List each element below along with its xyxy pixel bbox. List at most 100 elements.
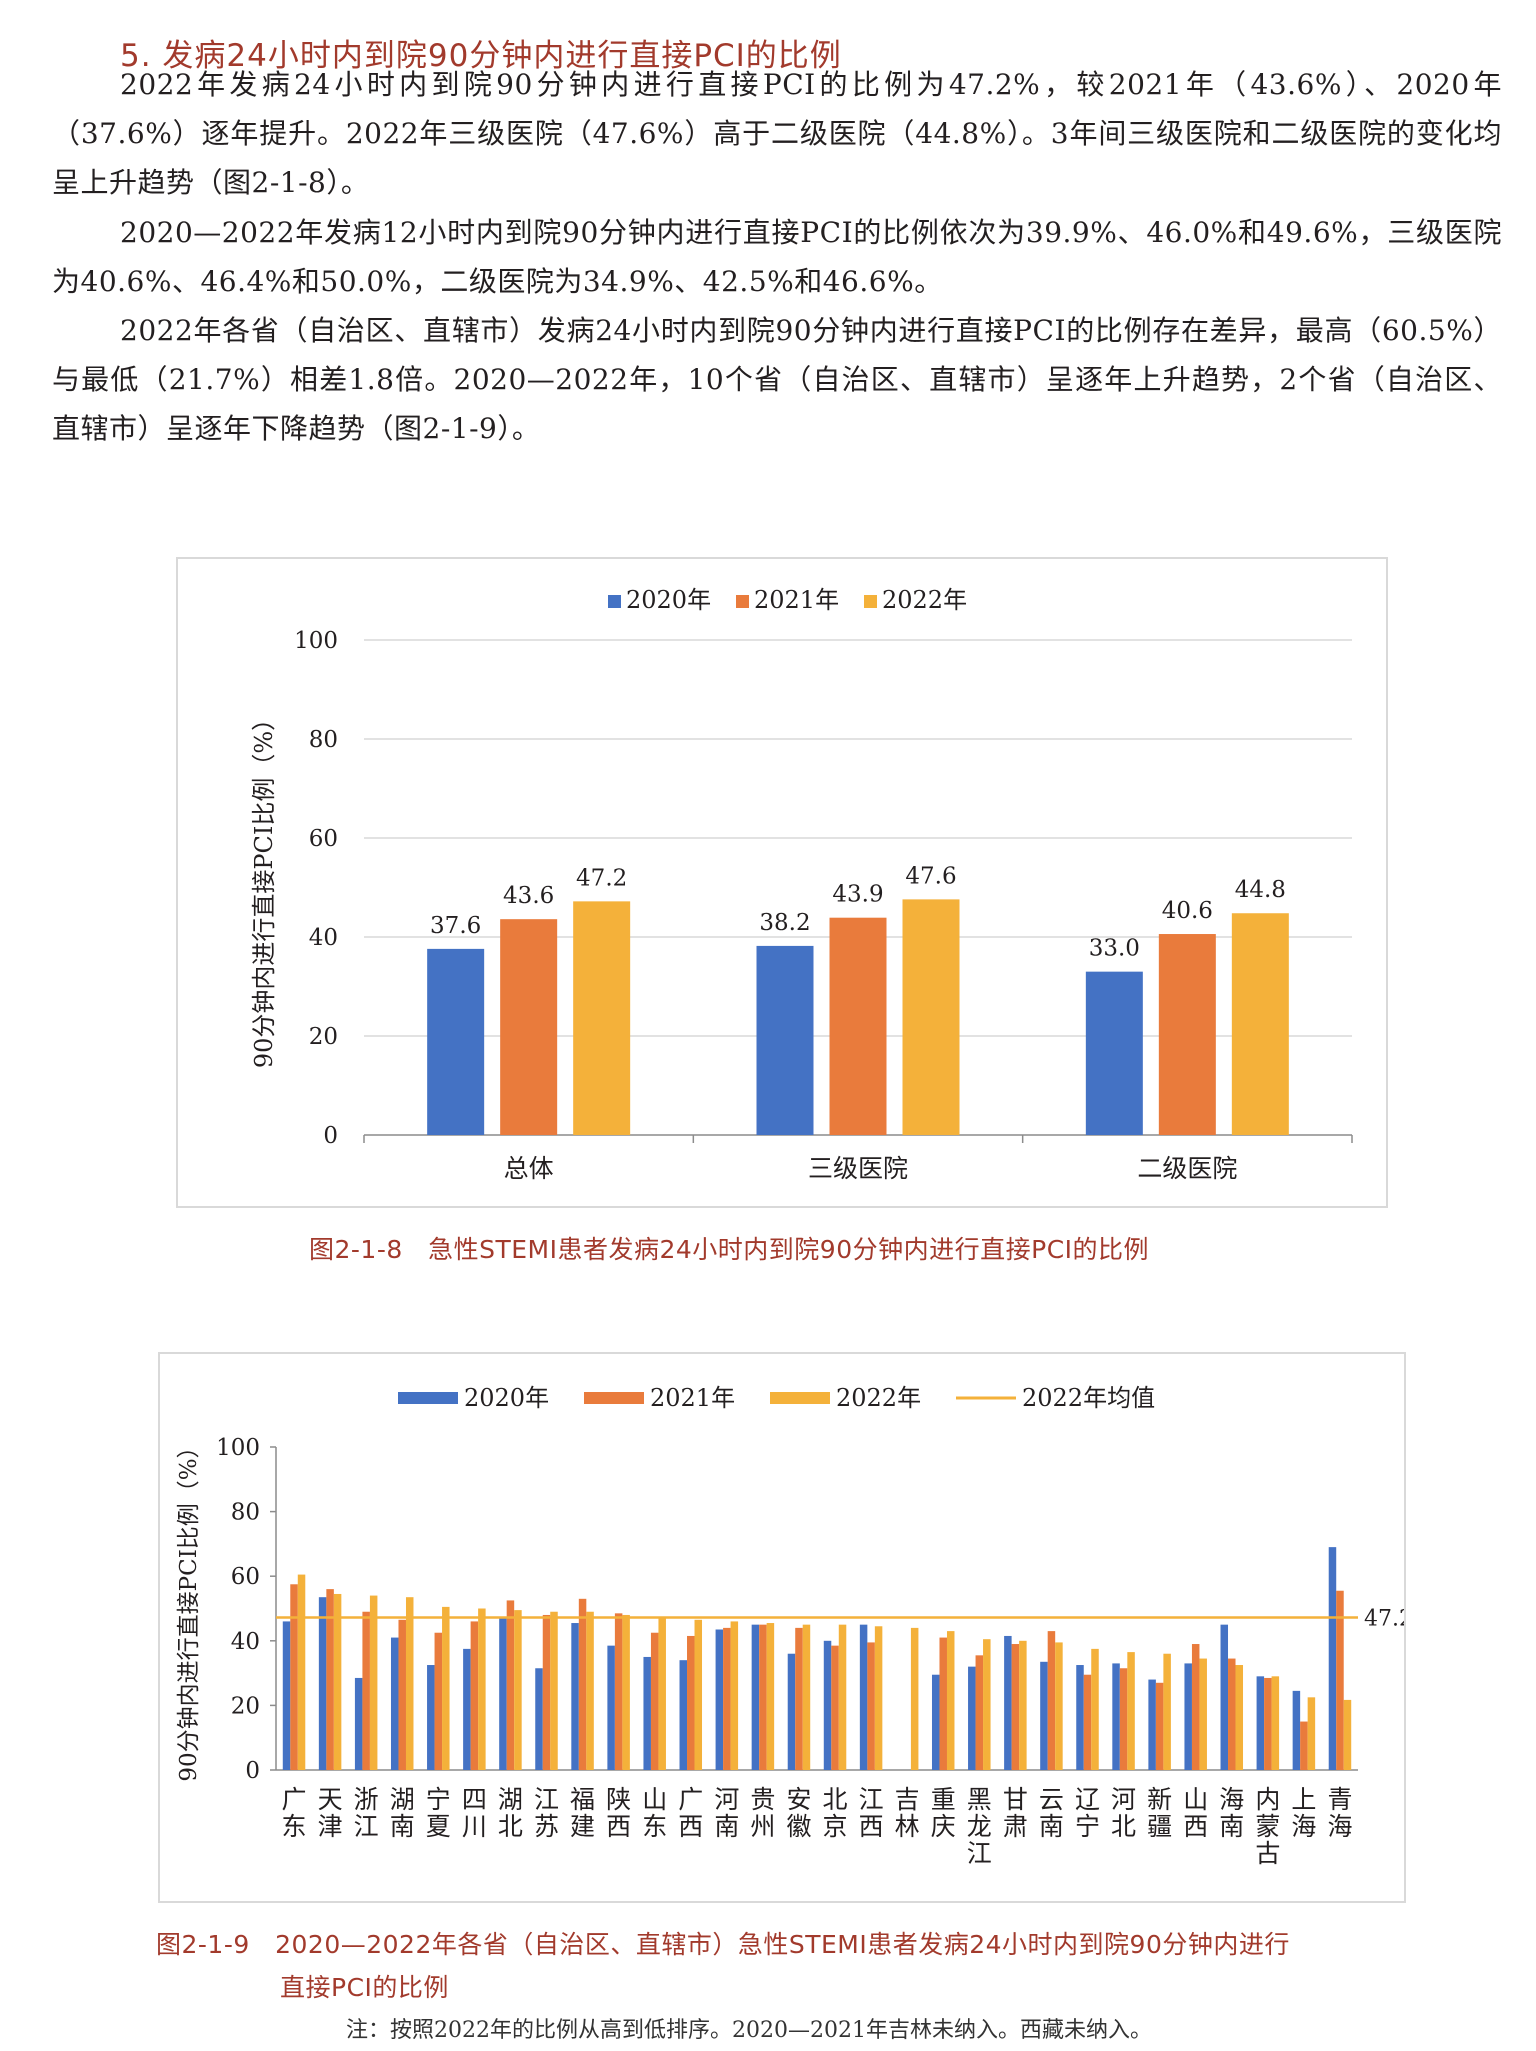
bar-2020年-陕西: [607, 1645, 615, 1770]
bar-2020年-辽宁: [1076, 1665, 1084, 1770]
x-category-10-char-0: 山: [642, 1785, 667, 1814]
figure-2-1-8-number: 图2-1-8: [309, 1235, 403, 1264]
figure-2-1-8-caption: 图2-1-8 急性STEMI患者发病24小时内到院90分钟内进行直接PCI的比例: [309, 1230, 1149, 1266]
bar-2021年-福建: [578, 1598, 587, 1770]
bar-2022年-山西: [1199, 1658, 1207, 1770]
figure-2-1-9-note: 注：按照2022年的比例从高到低排序。2020—2021年吉林未纳入。西藏未纳入…: [346, 2018, 1152, 2043]
bar-2020年-河北: [1112, 1663, 1120, 1770]
legend-label-1: 2021年: [650, 1384, 735, 1412]
x-category-11-char-0: 广: [678, 1785, 703, 1814]
bar-2020年-山西: [1184, 1663, 1192, 1770]
x-category-9-char-0: 陕: [606, 1785, 631, 1814]
bar-2022年-天津: [333, 1593, 342, 1770]
bar-2020年-新疆: [1148, 1679, 1156, 1770]
mean-label: 47.2: [1364, 1607, 1404, 1632]
paragraph-2: 2020—2022年发病12小时内到院90分钟内进行直接PCI的比例依次为39.…: [52, 216, 1502, 298]
bar-2020年-云南: [1040, 1661, 1048, 1770]
x-category-2: 二级医院: [1137, 1154, 1237, 1183]
x-category-6-char-0: 湖: [498, 1785, 523, 1814]
x-category-29-char-0: 青: [1327, 1785, 1352, 1814]
bar-2021年-二级医院: [1158, 934, 1216, 1135]
x-category-10-char-1: 东: [642, 1812, 667, 1841]
bar-2022年-陕西: [622, 1614, 630, 1770]
bar-2020年-甘肃: [1004, 1635, 1012, 1770]
x-category-0-char-1: 东: [282, 1812, 307, 1841]
x-category-19-char-0: 黑: [967, 1785, 992, 1814]
bar-2022年-湖南: [405, 1597, 414, 1770]
paragraph-1: 2022年发病24小时内到院90分钟内进行直接PCI的比例为47.2%，较202…: [52, 68, 1502, 199]
bar-2021年-青海: [1336, 1590, 1344, 1770]
data-label-2021年-总体: 43.6: [503, 883, 554, 909]
x-category-26-char-0: 海: [1219, 1785, 1244, 1814]
bar-2021年-江苏: [542, 1614, 551, 1770]
bar-2020年-黑龙江: [968, 1666, 976, 1770]
figure-2-1-9-caption-line1: 图2-1-9 2020—2022年各省（自治区、直辖市）急性STEMI患者发病2…: [156, 1925, 1290, 1961]
figure-2-1-8-title: 急性STEMI患者发病24小时内到院90分钟内进行直接PCI的比例: [428, 1235, 1150, 1264]
x-category-9-char-1: 西: [606, 1812, 631, 1841]
legend-label-0: 2020年: [626, 586, 711, 614]
bar-2020年-江苏: [535, 1668, 543, 1770]
bar-2022年-安徽: [802, 1624, 811, 1770]
x-category-22-char-0: 辽: [1075, 1785, 1100, 1814]
x-category-13-char-1: 州: [750, 1812, 775, 1841]
bar-2021年-三级医院: [829, 917, 887, 1135]
bar-2022年-湖北: [514, 1610, 522, 1770]
bar-2022年-河南: [730, 1621, 739, 1770]
bar-2020年-内蒙古: [1256, 1676, 1265, 1770]
x-category-18-char-1: 庆: [931, 1812, 956, 1841]
x-category-12-char-0: 河: [714, 1785, 739, 1814]
x-category-28-char-0: 上: [1291, 1785, 1316, 1814]
bar-2021年-浙江: [362, 1611, 370, 1770]
x-category-5-char-1: 川: [462, 1812, 487, 1841]
x-category-20-char-1: 肃: [1003, 1812, 1028, 1841]
x-category-22-char-1: 宁: [1075, 1812, 1100, 1841]
bar-2022年-甘肃: [1019, 1640, 1027, 1770]
bar-2020年-上海: [1292, 1690, 1301, 1770]
bar-2022年-二级医院: [1231, 913, 1289, 1135]
x-category-16-char-1: 西: [859, 1812, 884, 1841]
x-category-27-char-0: 内: [1255, 1785, 1280, 1814]
y-tick-80: 80: [231, 1500, 260, 1526]
bar-2022年-辽宁: [1091, 1648, 1099, 1770]
x-category-1-char-0: 天: [318, 1785, 343, 1814]
bar-2021年-新疆: [1155, 1682, 1164, 1770]
bar-2022年-江苏: [550, 1611, 558, 1770]
x-category-27-char-1: 蒙: [1255, 1812, 1280, 1841]
x-category-8-char-1: 建: [570, 1812, 595, 1841]
bar-2022年-总体: [573, 901, 631, 1135]
bar-2020年-青海: [1328, 1547, 1337, 1770]
bar-2021年-宁夏: [434, 1632, 443, 1770]
x-category-21-char-1: 南: [1039, 1812, 1064, 1841]
x-category-25-char-1: 西: [1183, 1812, 1208, 1841]
figure-2-1-9-frame: 2020年 2021年 2022年 2022年均值 0 20 40 60 80 100 90分钟内进…: [158, 1352, 1413, 1903]
y-tick-40: 40: [309, 925, 338, 951]
data-label-2021年-三级医院: 43.9: [832, 882, 883, 908]
bar-2021年-云南: [1047, 1631, 1056, 1770]
x-category-21-char-0: 云: [1039, 1785, 1064, 1814]
bar-2021年-广西: [687, 1635, 695, 1770]
bar-2021年-山西: [1191, 1644, 1200, 1770]
bar-2020年-浙江: [354, 1677, 363, 1770]
legend-label-2: 2022年: [836, 1384, 921, 1412]
y-tick-60: 60: [309, 826, 338, 852]
y-tick-0: 0: [245, 1758, 260, 1784]
bar-2020年-福建: [571, 1623, 579, 1770]
legend-swatch-2: [864, 595, 877, 608]
bar-2021年-总体: [500, 919, 558, 1135]
x-category-4-char-1: 夏: [426, 1812, 451, 1841]
y-tick-100: 100: [294, 628, 338, 654]
x-category-2-char-1: 江: [354, 1812, 379, 1841]
data-label-2021年-二级医院: 40.6: [1162, 898, 1213, 924]
x-category-28-char-1: 海: [1291, 1812, 1316, 1841]
y-tick-20: 20: [231, 1693, 260, 1719]
figure-2-1-8-frame: 2020年 2021年 2022年 0 20 40 60 80 100 90分钟内进行直接PCI比…: [176, 557, 1388, 1208]
data-label-2022年-二级医院: 44.8: [1235, 877, 1286, 903]
bar-2020年-重庆: [931, 1674, 940, 1770]
bar-2021年-江西: [867, 1642, 875, 1770]
bar-2020年-广西: [679, 1660, 688, 1770]
bar-2020年-山东: [643, 1656, 651, 1770]
bar-2022年-内蒙古: [1271, 1676, 1280, 1770]
x-category-15-char-1: 京: [823, 1812, 848, 1841]
data-label-2022年-总体: 47.2: [576, 865, 627, 891]
legend-label-0: 2020年: [464, 1384, 549, 1412]
